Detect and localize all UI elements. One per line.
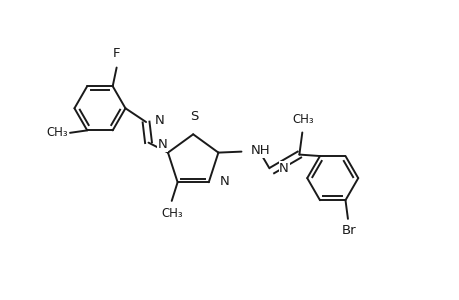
Text: N: N	[279, 162, 288, 175]
Text: CH₃: CH₃	[46, 126, 67, 139]
Text: Br: Br	[341, 224, 355, 237]
Text: CH₃: CH₃	[292, 112, 313, 126]
Text: N: N	[157, 138, 167, 151]
Text: N: N	[155, 114, 164, 127]
Text: NH: NH	[250, 144, 270, 157]
Text: F: F	[112, 47, 120, 60]
Text: N: N	[219, 175, 229, 188]
Text: CH₃: CH₃	[161, 207, 182, 220]
Text: F: F	[112, 46, 120, 59]
Text: S: S	[190, 110, 198, 124]
